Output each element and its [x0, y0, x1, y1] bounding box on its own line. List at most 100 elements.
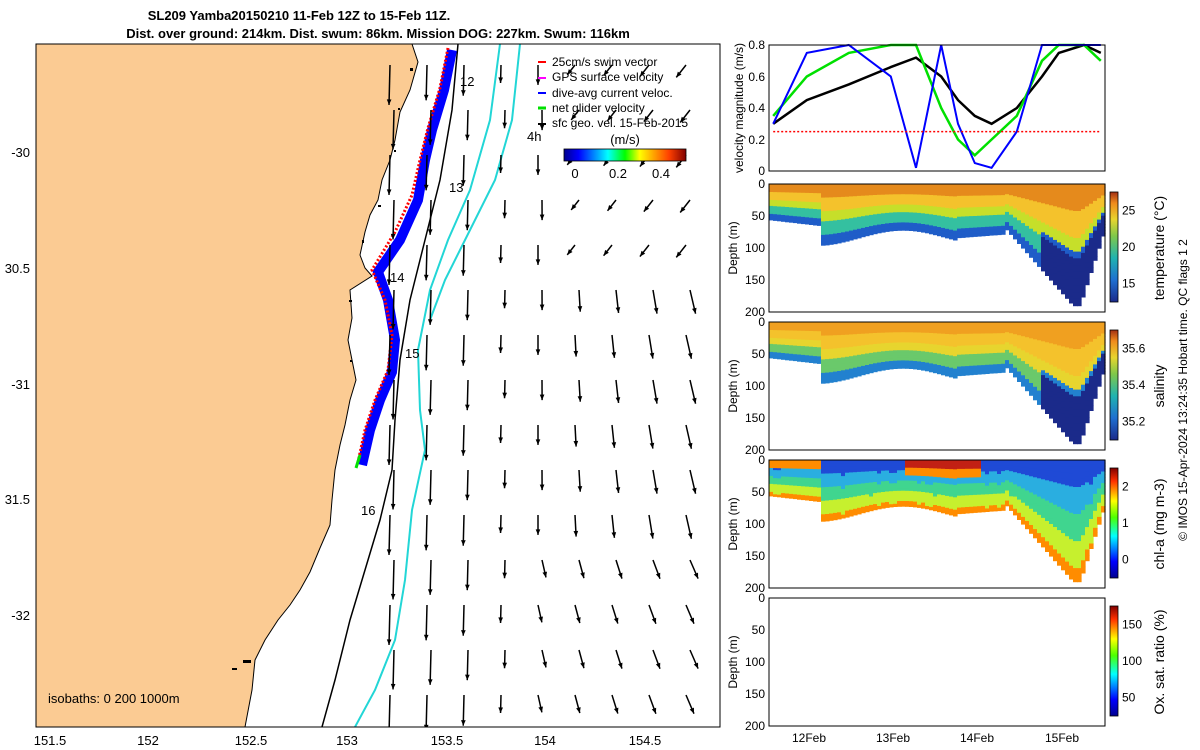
section-cell: [849, 193, 854, 197]
section-cell: [897, 219, 902, 224]
section-cell: [1053, 411, 1058, 418]
section-cell: [881, 346, 886, 350]
section-cell: [797, 205, 802, 209]
geo-velocity-arrowhead: [580, 662, 585, 669]
section-cell: [1085, 256, 1090, 263]
section-cell: [1041, 503, 1046, 509]
section-cell: [929, 465, 934, 469]
section-cell: [1017, 479, 1022, 484]
section-cell: [813, 475, 818, 479]
section-cell: [933, 226, 938, 230]
section-cell: [1005, 470, 1010, 474]
section-cell: [837, 190, 842, 195]
section-cell: [825, 197, 830, 202]
section-cell: [961, 339, 966, 344]
section-cell: [861, 495, 866, 499]
section-cell: [921, 189, 926, 193]
section-cell: [993, 200, 998, 205]
section-cell: [817, 473, 822, 477]
section-cell: [813, 485, 818, 488]
section-cell: [925, 346, 930, 350]
section-cell: [817, 331, 822, 335]
section-cell: [829, 510, 834, 515]
section-cell: [977, 212, 982, 217]
section-cell: [817, 354, 822, 357]
section-cell: [1049, 540, 1054, 546]
section-cell: [801, 492, 806, 496]
section-cell: [901, 488, 906, 492]
section-cell: [941, 222, 946, 226]
section-cell: [845, 190, 850, 195]
section-cell: [977, 494, 982, 499]
section-cell: [841, 347, 846, 352]
geo-velocity-arrowhead: [423, 454, 429, 461]
section-cell: [1061, 251, 1066, 258]
section-cell: [869, 479, 874, 484]
section-cell: [877, 489, 882, 494]
section-cell: [961, 468, 966, 473]
section-cell: [909, 470, 914, 474]
section-cell: [1101, 471, 1106, 475]
section-cell: [1061, 340, 1066, 347]
section-cell: [1061, 533, 1066, 540]
section-cell: [837, 364, 842, 369]
section-cell: [901, 352, 906, 356]
section-cell: [809, 486, 814, 490]
section-cell: [1041, 213, 1046, 219]
section-cell: [773, 186, 778, 189]
section-cell: [841, 463, 846, 467]
section-cell: [905, 327, 910, 331]
section-cell: [969, 192, 974, 197]
section-cell: [1005, 329, 1010, 333]
section-cell: [881, 468, 886, 472]
section-cell: [1013, 478, 1018, 482]
section-cell: [1041, 365, 1046, 371]
section-cell: [897, 342, 902, 346]
section-cell: [825, 221, 830, 226]
section-cell: [1001, 487, 1006, 492]
section-cell: [789, 358, 794, 361]
section-cell: [1089, 514, 1094, 520]
section-cell: [1077, 389, 1082, 397]
section-cell: [953, 484, 958, 489]
section-cell: [921, 327, 926, 331]
section-cell: [793, 194, 798, 198]
section-cell: [853, 493, 858, 498]
section-cell: [893, 360, 898, 364]
section-cell: [961, 465, 966, 470]
section-cell: [769, 464, 774, 467]
section-cell: [969, 330, 974, 335]
section-cell: [849, 184, 854, 188]
geo-velocity-arrowhead: [607, 115, 613, 121]
section-cell: [917, 329, 922, 334]
section-cell: [1101, 494, 1106, 499]
section-cell: [869, 226, 874, 230]
section-cell: [985, 491, 990, 495]
section-cell: [909, 202, 914, 206]
section-cell: [1057, 386, 1062, 393]
section-cell: [973, 345, 978, 349]
geo-velocity-arrowhead: [427, 589, 433, 595]
section-cell: [965, 480, 970, 485]
section-cell: [769, 209, 774, 213]
section-cell: [777, 192, 782, 195]
section-cell: [993, 471, 998, 475]
section-cell: [901, 214, 906, 218]
section-cell: [981, 209, 986, 214]
section-cell: [885, 189, 890, 193]
section-cell: [901, 477, 906, 482]
section-cell: [957, 210, 962, 215]
section-cell: [941, 327, 946, 332]
section-cell: [933, 460, 938, 464]
section-cell: [805, 462, 810, 465]
section-cell: [869, 206, 874, 210]
section-cell: [777, 462, 782, 465]
section-cell: [1037, 533, 1042, 539]
section-cell: [805, 184, 810, 187]
section-cell: [833, 217, 838, 221]
section-cell: [865, 192, 870, 197]
section-cell: [1101, 480, 1106, 484]
section-cell: [1097, 463, 1102, 468]
section-cell: [917, 324, 922, 328]
section-cell: [881, 202, 886, 206]
